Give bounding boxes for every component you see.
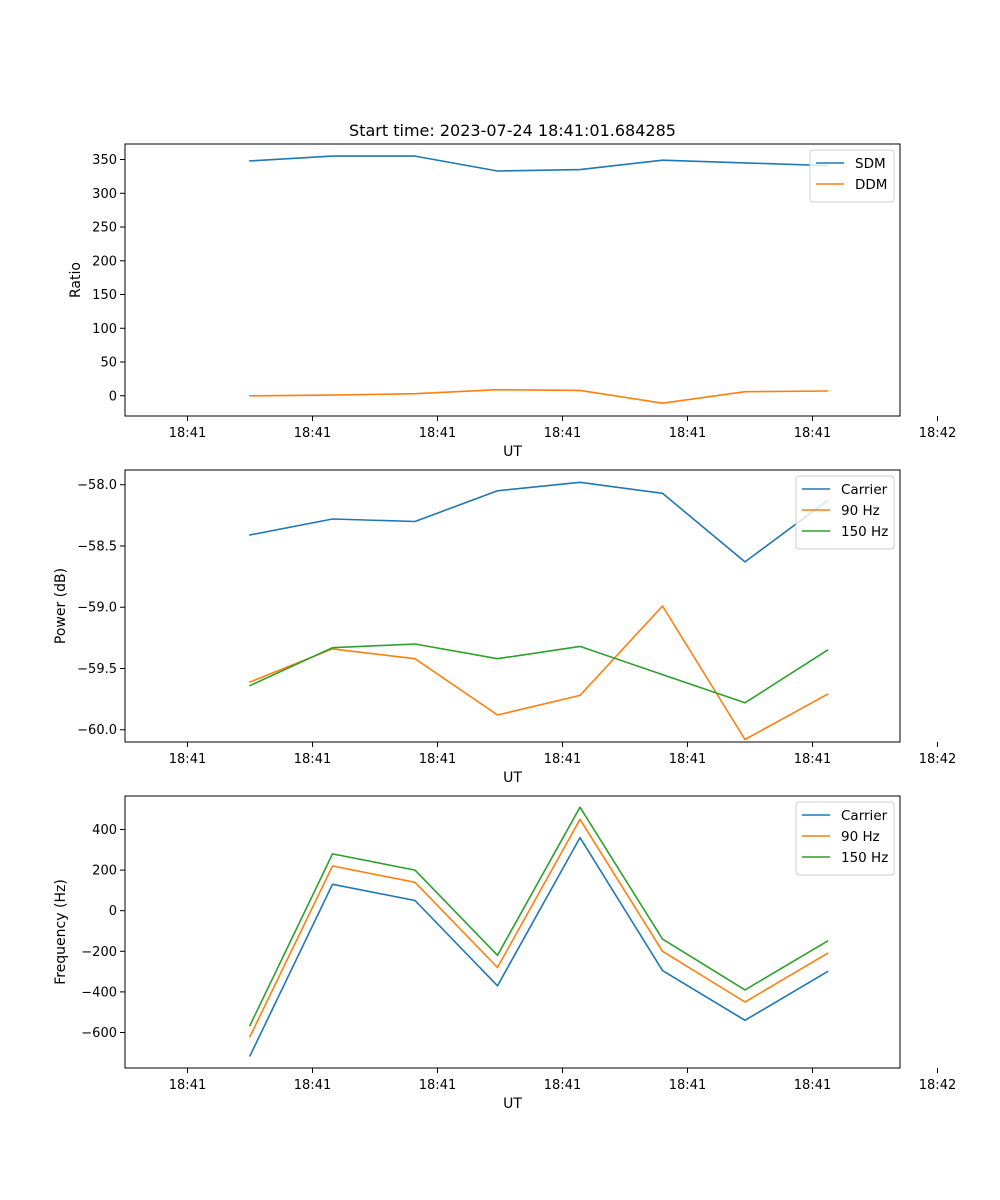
panel-2-ytick-label-2: −59.0	[77, 601, 117, 616]
panel-1-ytick-label-5: 250	[92, 221, 117, 236]
panel-2-legend-label-carrier: Carrier	[841, 482, 888, 498]
figure-title: Start time: 2023-07-24 18:41:01.684285	[349, 121, 676, 140]
panel-2-xtick-label-4: 18:41	[669, 752, 706, 767]
panel-2-xtick-label-0: 18:41	[169, 752, 206, 767]
panel-3-xtick-label-3: 18:41	[544, 1078, 581, 1093]
panel-2-axes-frame	[124, 469, 901, 743]
panel-1-legend-label-sdm: SDM	[855, 156, 886, 172]
panel-1-ytick-label-2: 100	[92, 322, 117, 337]
panel-3-ytick-label-0: −600	[81, 1026, 117, 1041]
panel-3-xtick-label-2: 18:41	[419, 1078, 456, 1093]
panel-3-series-150-hz-line	[248, 806, 829, 1027]
panel-2-legend-label-90-hz: 90 Hz	[841, 503, 880, 519]
panel-1-xtick-label-4: 18:41	[669, 426, 706, 441]
panel-3-ytick-label-1: −400	[81, 985, 117, 1000]
panel-1-ytick-label-4: 200	[92, 254, 117, 269]
panel-1-xlabel: UT	[503, 444, 522, 460]
panel-1-xtick-label-1: 18:41	[294, 426, 331, 441]
panel-1-xtick-label-2: 18:41	[419, 426, 456, 441]
panel-1-ytick-label-6: 300	[92, 187, 117, 202]
panel-1-legend: SDM DDM	[809, 149, 895, 203]
panel-3-legend-label-carrier: Carrier	[841, 808, 888, 824]
panel-2-ytick-label-0: −60.0	[77, 723, 117, 738]
panel-3-series-carrier-line	[248, 836, 829, 1057]
panel-1-legend-label-ddm: DDM	[855, 177, 887, 193]
panel-3-ytick-label-4: 200	[92, 864, 117, 879]
panel-1-ytick-label-7: 350	[92, 153, 117, 168]
panel-2-legend-label-150-hz: 150 Hz	[841, 524, 888, 540]
panel-2-ytick-label-1: −59.5	[77, 662, 117, 677]
panel-2-series-carrier-line	[249, 481, 829, 563]
panel-1-xtick-label-6: 18:42	[919, 426, 956, 441]
panel-3-xlabel: UT	[503, 1096, 522, 1112]
panel-3-ytick-label-2: −200	[81, 945, 117, 960]
panel-1-xtick-label-5: 18:41	[794, 426, 831, 441]
panel-1-series-ddm-line	[249, 388, 829, 405]
panel-3-xtick-label-6: 18:42	[919, 1078, 956, 1093]
panel-2-xtick-label-5: 18:41	[794, 752, 831, 767]
panel-2-series-90-hz-line	[248, 605, 829, 741]
panel-3-xtick-label-0: 18:41	[169, 1078, 206, 1093]
panel-2-xtick-label-2: 18:41	[419, 752, 456, 767]
panel-1-xtick-label-3: 18:41	[544, 426, 581, 441]
panel-3-legend-label-150-hz: 150 Hz	[841, 850, 888, 866]
panel-2-ylabel: Power (dB)	[53, 568, 69, 644]
panel-1-axes-frame	[124, 143, 901, 417]
panel-2-ytick-label-3: −58.5	[77, 539, 117, 554]
panel-3: 18:41 18:41 18:41 18:41 18:41 18:41 18:42 −600 −…	[53, 795, 956, 1112]
panel-1-ylabel: Ratio	[68, 262, 84, 298]
panel-2-ytick-label-4: −58.0	[77, 478, 117, 493]
panels: 18:41 18:41 18:41 18:41 18:41 18:41 18:42 0 50 10…	[53, 143, 956, 1112]
panel-2-xtick-label-1: 18:41	[294, 752, 331, 767]
panel-2-series-150-hz-line	[248, 643, 829, 704]
panel-3-legend: Carrier 90 Hz 150 Hz	[795, 801, 895, 876]
panel-3-ytick-label-5: 400	[92, 823, 117, 838]
panel-2-xtick-label-3: 18:41	[544, 752, 581, 767]
panel-3-axes-frame	[124, 795, 901, 1069]
panel-3-ytick-label-3: 0	[109, 904, 117, 919]
panel-1: 18:41 18:41 18:41 18:41 18:41 18:41 18:42 0 50 10…	[68, 143, 956, 460]
panel-2: 18:41 18:41 18:41 18:41 18:41 18:41 18:42 −60.0…	[53, 469, 956, 786]
panel-3-ylabel: Frequency (Hz)	[53, 879, 69, 985]
panel-3-xtick-label-4: 18:41	[669, 1078, 706, 1093]
panel-2-xlabel: UT	[503, 770, 522, 786]
panel-3-xtick-label-5: 18:41	[794, 1078, 831, 1093]
panel-1-ytick-label-0: 0	[109, 389, 117, 404]
panel-3-series-90-hz-line	[248, 818, 829, 1038]
panel-3-xtick-label-1: 18:41	[294, 1078, 331, 1093]
panel-3-legend-label-90-hz: 90 Hz	[841, 829, 880, 845]
panel-2-xtick-label-6: 18:42	[919, 752, 956, 767]
panel-2-legend: Carrier 90 Hz 150 Hz	[795, 475, 895, 550]
panel-1-series-sdm-line	[249, 155, 829, 172]
panel-1-xtick-label-0: 18:41	[169, 426, 206, 441]
panel-1-ytick-label-1: 50	[100, 356, 117, 371]
panel-1-ytick-label-3: 150	[92, 288, 117, 303]
